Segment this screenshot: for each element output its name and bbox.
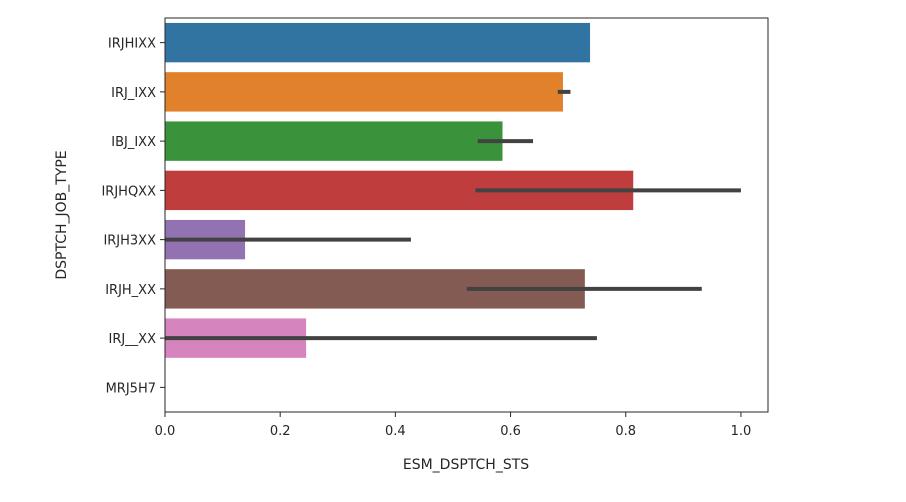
- y-tick-label: IRJHIXX: [108, 37, 156, 52]
- y-tick-label: MRJ5H7: [106, 381, 156, 396]
- y-tick-label: IRJHQXX: [101, 184, 156, 199]
- bar-ibj_ixx: [165, 121, 503, 161]
- x-tick-label: 0.2: [270, 424, 291, 439]
- y-tick-label: IBJ_IXX: [111, 135, 156, 150]
- y-tick-label: IRJH_XX: [105, 283, 156, 298]
- bar-irj_ixx: [165, 72, 563, 112]
- y-tick-label: IRJH3XX: [103, 234, 156, 249]
- y-tick-label: IRJ__XX: [108, 332, 156, 347]
- x-tick-label: 0.0: [155, 424, 176, 439]
- y-axis-label: DSPTCH_JOB_TYPE: [54, 150, 70, 279]
- bar-irjhixx: [165, 22, 591, 63]
- x-tick-label: 1.0: [731, 424, 752, 439]
- axes-frame: [164, 17, 769, 413]
- x-tick-label: 0.4: [385, 424, 406, 439]
- x-tick-label: 0.6: [500, 424, 521, 439]
- x-tick-label: 0.8: [615, 424, 636, 439]
- x-axis-label: ESM_DSPTCH_STS: [403, 457, 529, 473]
- y-tick-label: IRJ_IXX: [111, 86, 156, 101]
